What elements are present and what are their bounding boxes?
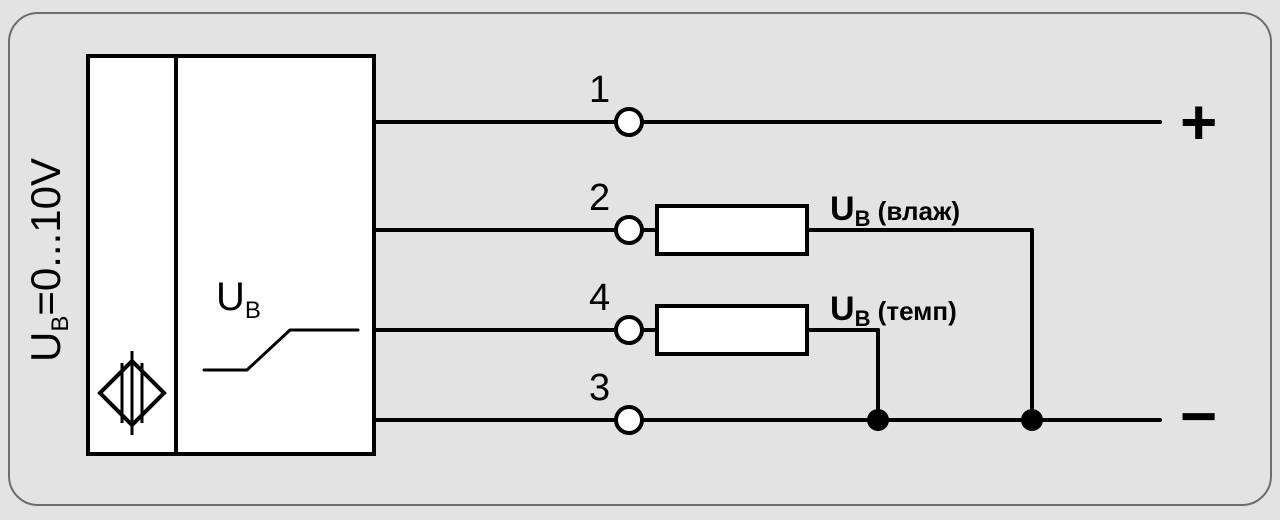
range-label: UB=0...10V: [22, 158, 74, 362]
load-temperature: [657, 306, 807, 354]
load-humidity: [657, 206, 807, 254]
load-label-temperature: UВ (темп): [830, 290, 957, 331]
diagram-canvas: UBUВ (влаж)UВ (темп)1243+−UB=0...10V: [0, 0, 1280, 520]
terminal-label-1: 1: [589, 69, 610, 111]
terminal-2: [616, 217, 642, 243]
terminal-label-4: 4: [589, 277, 610, 319]
terminal-3: [616, 407, 642, 433]
terminal-label-3: 3: [589, 367, 610, 409]
junction-node: [1021, 409, 1043, 431]
terminal-label-2: 2: [589, 177, 610, 219]
svg-text:UB=0...10V: UB=0...10V: [22, 158, 74, 362]
junction-node: [867, 409, 889, 431]
load-label-humidity: UВ (влаж): [830, 190, 960, 231]
terminal-4: [616, 317, 642, 343]
rail-plus: +: [1180, 86, 1217, 158]
rail-minus: −: [1180, 380, 1217, 452]
terminal-1: [616, 109, 642, 135]
wiring-svg: UBUВ (влаж)UВ (темп)1243+−UB=0...10V: [0, 0, 1280, 520]
